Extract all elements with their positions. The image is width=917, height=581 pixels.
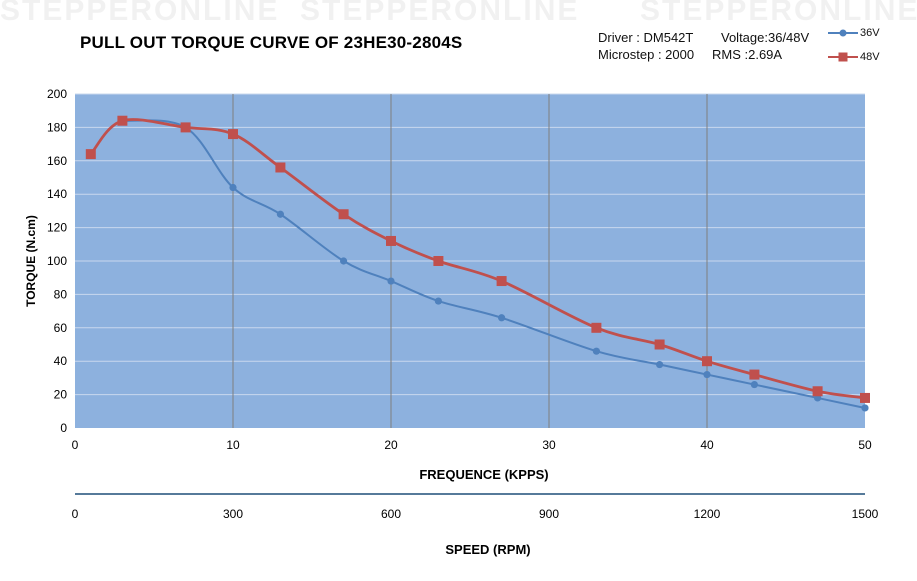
y-tick-label: 80 xyxy=(54,287,68,301)
x-tick-label: 40 xyxy=(700,438,714,452)
data-point-48v xyxy=(228,129,238,140)
y-axis-label: TORQUE (N.cm) xyxy=(24,215,38,307)
data-point-48v xyxy=(275,162,286,173)
driver-info: Driver : DM542T xyxy=(598,30,694,45)
series-line-48v xyxy=(89,118,866,400)
y-tick-label: 20 xyxy=(54,388,68,402)
data-point-48v xyxy=(860,392,870,403)
data-point-36v xyxy=(276,210,284,218)
data-point-48v xyxy=(812,386,823,397)
y-tick-label: 0 xyxy=(60,421,67,435)
data-point-48v xyxy=(591,322,602,333)
legend-marker-48v xyxy=(828,52,858,62)
y-tick-label: 160 xyxy=(47,154,67,168)
legend-label-36v: 36V xyxy=(860,27,880,39)
speed-tick-label: 600 xyxy=(381,507,401,521)
speed-tick-label: 1200 xyxy=(694,507,721,521)
data-point-36v xyxy=(750,380,759,389)
data-point-36v xyxy=(656,360,664,369)
data-point-48v xyxy=(338,209,349,220)
data-point-48v xyxy=(702,356,712,367)
data-point-48v xyxy=(117,115,128,126)
data-point-48v xyxy=(386,235,396,246)
legend-marker-36v xyxy=(828,29,858,37)
data-point-36v xyxy=(387,277,395,285)
y-tick-label: 200 xyxy=(47,87,67,101)
data-point-36v xyxy=(434,297,442,305)
data-point-48v xyxy=(654,339,665,350)
x-axis-label: FREQUENCE (KPPS) xyxy=(419,467,548,482)
data-point-48v xyxy=(496,276,507,287)
speed-tick-label: 0 xyxy=(72,507,79,521)
rms-info: RMS :2.69A xyxy=(712,47,783,62)
watermark: STEPPERONLINE xyxy=(640,0,917,27)
speed-axis-label: SPEED (RPM) xyxy=(445,542,530,557)
x-tick-label: 50 xyxy=(858,438,872,452)
y-tick-label: 120 xyxy=(47,221,67,235)
y-tick-label: 40 xyxy=(54,354,68,368)
data-point-48v xyxy=(180,122,191,133)
watermark: STEPPERONLINE xyxy=(0,0,280,27)
speed-tick-label: 300 xyxy=(223,507,243,521)
microstep-info: Microstep : 2000 xyxy=(598,47,695,62)
x-tick-label: 20 xyxy=(384,438,398,452)
y-tick-label: 180 xyxy=(47,120,67,134)
y-tick-label: 60 xyxy=(54,321,68,335)
data-point-36v xyxy=(703,370,711,379)
y-tick-label: 140 xyxy=(47,187,67,201)
data-point-36v xyxy=(592,347,601,355)
legend-label-48v: 48V xyxy=(860,51,880,63)
y-tick-label: 100 xyxy=(47,254,67,268)
data-point-48v xyxy=(433,256,444,266)
voltage-info: Voltage:36/48V xyxy=(721,30,810,45)
data-point-36v xyxy=(229,183,237,192)
data-point-36v xyxy=(498,314,506,322)
data-point-48v xyxy=(749,369,760,380)
speed-tick-label: 1500 xyxy=(852,507,879,521)
speed-tick-label: 900 xyxy=(539,507,559,521)
data-point-36v xyxy=(340,257,348,265)
x-tick-label: 10 xyxy=(226,438,240,452)
chart-title: PULL OUT TORQUE CURVE OF 23HE30-2804S xyxy=(80,33,463,52)
watermark: STEPPERONLINE xyxy=(300,0,580,27)
data-point-48v xyxy=(85,149,96,160)
x-tick-label: 30 xyxy=(542,438,556,452)
data-point-36v xyxy=(861,404,869,412)
x-tick-label: 0 xyxy=(72,438,79,452)
